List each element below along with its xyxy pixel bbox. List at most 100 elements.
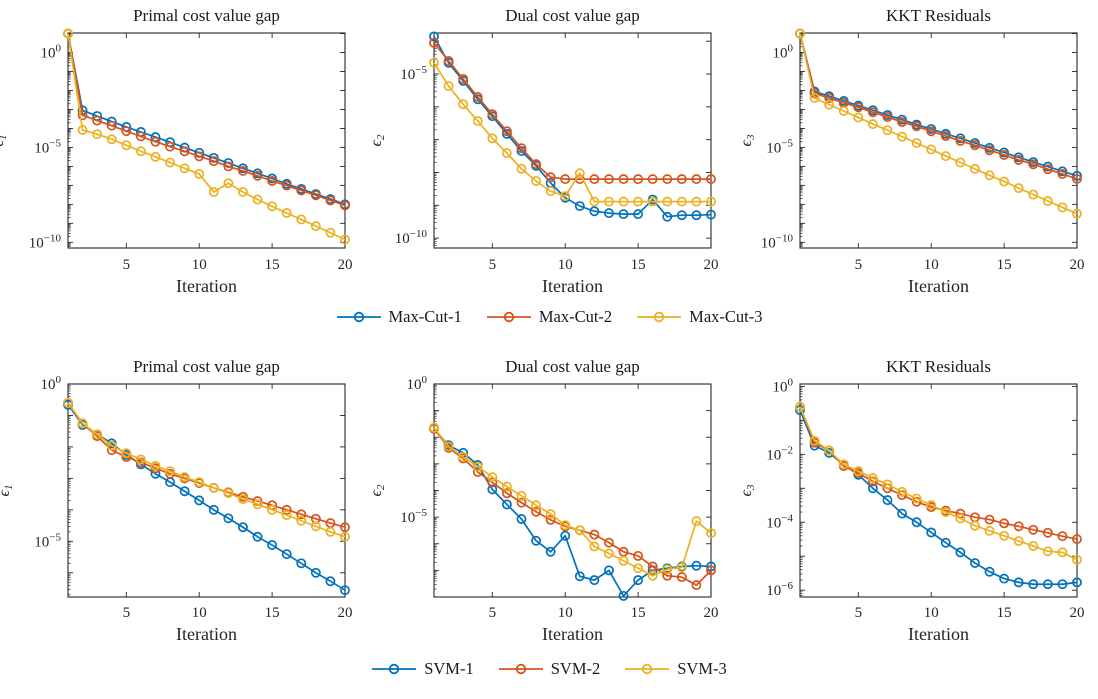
series-marker-max-cut-3: [179, 163, 190, 174]
series-marker-max-cut-2: [281, 180, 292, 191]
series-marker-max-cut-2: [882, 112, 893, 122]
series-marker-svm-1: [969, 558, 980, 568]
series-marker-svm-1: [691, 560, 702, 571]
series-marker-max-cut-3: [501, 148, 512, 159]
series-line-svm-1: [67, 404, 346, 591]
x-axis-label: Iteration: [542, 624, 603, 644]
series-marker-max-cut-2: [223, 161, 234, 172]
series-marker-max-cut-3: [121, 140, 132, 151]
y-tick-label: 10−5: [34, 531, 61, 550]
series-marker-svm-2: [691, 580, 702, 591]
series-marker-svm-3: [603, 548, 614, 559]
series-marker-svm-1: [1057, 579, 1068, 590]
series-marker-max-cut-2: [897, 116, 907, 127]
series-marker-svm-1: [867, 483, 878, 494]
x-tick-label: 15: [631, 605, 646, 621]
y-tick-label: 10−5: [766, 137, 793, 156]
series-marker-max-cut-2: [1042, 164, 1053, 175]
series-marker-svm-3: [647, 570, 658, 581]
x-axis-label: Iteration: [542, 276, 603, 296]
x-tick-label: 5: [489, 605, 497, 621]
plot-box: [433, 32, 712, 249]
x-tick-label: 15: [265, 605, 280, 621]
series-marker-max-cut-2: [237, 165, 248, 176]
legend-sample-max-cut-2: [486, 311, 531, 323]
series-line-svm-3: [433, 427, 712, 577]
series-marker-max-cut-3: [281, 208, 292, 218]
series-marker-max-cut-3: [325, 227, 336, 238]
series-marker-max-cut-3: [106, 134, 117, 145]
series-marker-max-cut-2: [853, 102, 864, 113]
series-marker-svm-1: [545, 546, 556, 557]
series-marker-max-cut-2: [150, 136, 161, 147]
series-marker-max-cut-1: [676, 210, 687, 221]
plot-box: [799, 32, 1078, 249]
svm-legend: SVM-1 SVM-2 SVM-3: [0, 652, 1098, 686]
chart-title: Dual cost value gap: [505, 6, 640, 25]
series-line-svm-3: [67, 402, 346, 538]
series-marker-svm-2: [487, 477, 498, 488]
plot-box: [67, 32, 346, 249]
maxcut-legend: Max-Cut-1 Max-Cut-2 Max-Cut-3: [0, 300, 1098, 334]
series-marker-max-cut-1: [574, 201, 585, 212]
series-marker-svm-1: [984, 566, 995, 577]
series-marker-max-cut-2: [77, 110, 88, 121]
series-marker-svm-2: [1057, 531, 1068, 542]
series-marker-max-cut-2: [531, 159, 541, 170]
series-marker-max-cut-2: [633, 174, 644, 185]
legend-sample-svm-1: [372, 663, 417, 675]
y-tick-label: 10−10: [761, 232, 794, 251]
legend-item-max-cut-3: Max-Cut-3: [636, 307, 762, 327]
series-marker-svm-2: [647, 561, 658, 572]
series-marker-svm-2: [603, 537, 614, 548]
y-tick-label: 10−4: [766, 512, 793, 531]
series-marker-svm-3: [999, 530, 1010, 541]
series-marker-max-cut-2: [589, 174, 600, 185]
plot-box: [67, 383, 346, 598]
series-marker-max-cut-2: [472, 92, 483, 102]
series-marker-max-cut-2: [955, 135, 966, 146]
x-tick-label: 10: [558, 605, 573, 621]
series-marker-svm-3: [955, 513, 966, 524]
series-marker-svm-3: [662, 564, 673, 575]
series-marker-svm-3: [691, 516, 702, 527]
series-marker-svm-3: [706, 528, 716, 539]
x-tick-label: 15: [265, 257, 280, 273]
series-marker-svm-3: [92, 429, 103, 440]
chart-title: Primal cost value gap: [133, 357, 280, 376]
series-marker-max-cut-2: [603, 174, 614, 185]
x-tick-label: 20: [338, 257, 353, 273]
series-marker-svm-1: [940, 537, 951, 548]
series-marker-svm-1: [560, 530, 571, 541]
x-tick-label: 10: [192, 605, 207, 621]
x-tick-label: 20: [1070, 605, 1085, 621]
series-marker-max-cut-3: [340, 234, 350, 245]
series-marker-svm-1: [1042, 579, 1053, 590]
chart-max-primal-cost-value-gap: 10−10 10−5 100 5 10 15 20 Primal cost value gap…: [0, 6, 353, 296]
series-marker-max-cut-2: [516, 143, 527, 154]
series-marker-max-cut-2: [662, 174, 673, 185]
series-marker-svm-1: [795, 405, 805, 416]
series-marker-max-cut-3: [647, 196, 658, 207]
x-tick-label: 10: [192, 257, 207, 273]
series-marker-max-cut-2: [969, 140, 980, 151]
series-marker-max-cut-2: [325, 195, 336, 206]
legend-item-svm-2: SVM-2: [498, 659, 600, 679]
x-tick-label: 10: [558, 257, 573, 273]
series-marker-svm-2: [135, 457, 146, 468]
legend-marker: [642, 663, 653, 675]
x-tick-label: 5: [489, 257, 497, 273]
y-tick-label: 10−5: [34, 137, 61, 156]
series-marker-svm-3: [1013, 536, 1024, 546]
series-marker-max-cut-3: [194, 168, 205, 179]
series-marker-svm-1: [516, 514, 527, 524]
y-tick-label: 10−6: [766, 580, 793, 599]
legend-sample-svm-2: [498, 663, 543, 675]
legend-marker: [515, 663, 526, 675]
series-marker-max-cut-2: [647, 174, 658, 185]
series-marker-svm-3: [429, 422, 439, 433]
series-marker-svm-3: [63, 397, 73, 408]
x-tick-label: 5: [855, 605, 863, 621]
series-marker-svm-3: [1057, 547, 1068, 558]
series-marker-svm-3: [574, 525, 585, 536]
